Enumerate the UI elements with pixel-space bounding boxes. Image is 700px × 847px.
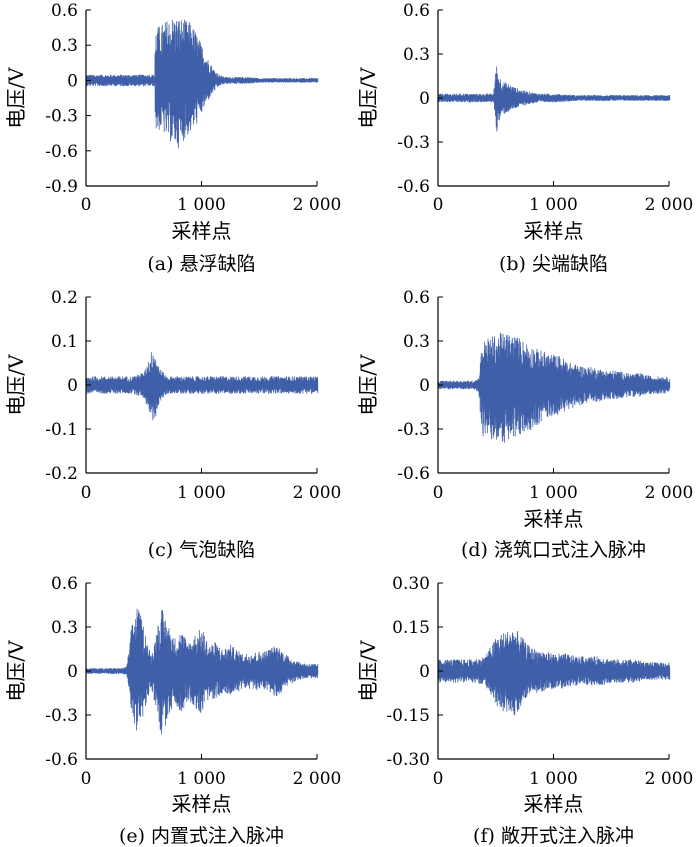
signal-trace-c — [85, 352, 319, 421]
y-tick-label-b-4: -0.6 — [397, 177, 430, 197]
y-tick-label-c-4: -0.2 — [45, 464, 78, 484]
y-tick-label-a-1: 0.3 — [51, 36, 78, 56]
x-tick-label-c-1: 1 000 — [177, 483, 226, 503]
y-tick-label-f-0: 0.30 — [392, 574, 430, 594]
y-tick-label-d-3: -0.3 — [397, 420, 430, 440]
y-tick-label-a-5: -0.9 — [45, 177, 78, 197]
caption-b: (b) 尖端缺陷 — [499, 253, 608, 275]
x-axis-title-b: 采样点 — [524, 219, 584, 243]
x-tick-label-d-2: 2 000 — [645, 483, 694, 503]
y-axis-title-d: 电压/V — [356, 354, 380, 416]
y-tick-label-a-4: -0.6 — [45, 142, 78, 162]
y-tick-label-d-0: 0.6 — [403, 288, 430, 308]
y-tick-label-d-1: 0.3 — [403, 332, 430, 352]
y-tick-label-a-0: 0.6 — [51, 1, 78, 21]
x-tick-label-a-2: 2 000 — [293, 195, 342, 215]
x-tick-label-a-1: 1 000 — [177, 195, 226, 215]
y-tick-label-c-0: 0.2 — [51, 288, 78, 308]
x-tick-label-e-0: 0 — [81, 769, 92, 789]
y-tick-label-d-2: 0 — [419, 376, 430, 396]
signal-trace-b — [437, 66, 671, 132]
caption-c: (c) 气泡缺陷 — [148, 539, 256, 561]
y-tick-label-c-1: 0.1 — [51, 332, 78, 352]
x-tick-label-b-1: 1 000 — [529, 195, 578, 215]
y-tick-label-f-3: -0.15 — [386, 706, 430, 726]
y-tick-label-d-4: -0.6 — [397, 464, 430, 484]
caption-e: (e) 内置式注入脉冲 — [119, 825, 284, 847]
x-tick-label-d-1: 1 000 — [529, 483, 578, 503]
y-tick-label-a-3: -0.3 — [45, 107, 78, 127]
x-axis-title-e: 采样点 — [172, 792, 232, 816]
signal-trace-a — [85, 19, 319, 149]
y-tick-label-b-0: 0.6 — [403, 1, 430, 21]
x-tick-label-d-0: 0 — [433, 483, 444, 503]
y-tick-label-e-1: 0.3 — [51, 618, 78, 638]
y-axis-title-b: 电压/V — [356, 67, 380, 129]
x-axis-title-a: 采样点 — [172, 219, 232, 243]
y-tick-label-c-2: 0 — [67, 376, 78, 396]
x-tick-label-f-2: 2 000 — [645, 769, 694, 789]
signal-trace-e — [85, 608, 319, 735]
y-axis-title-c: 电压/V — [4, 354, 28, 416]
y-tick-label-c-3: -0.1 — [45, 420, 78, 440]
x-tick-label-e-1: 1 000 — [177, 769, 226, 789]
y-tick-label-f-2: 0 — [419, 662, 430, 682]
x-tick-label-f-1: 1 000 — [529, 769, 578, 789]
y-tick-label-e-3: -0.3 — [45, 706, 78, 726]
x-tick-label-e-2: 2 000 — [293, 769, 342, 789]
y-tick-label-e-2: 0 — [67, 662, 78, 682]
x-tick-label-a-0: 0 — [81, 195, 92, 215]
caption-a: (a) 悬浮缺陷 — [147, 253, 255, 275]
y-tick-label-b-3: -0.3 — [397, 133, 430, 153]
y-tick-label-e-4: -0.6 — [45, 750, 78, 770]
caption-f: (f) 敞开式注入脉冲 — [473, 825, 634, 847]
caption-d: (d) 浇筑口式注入脉冲 — [461, 539, 646, 561]
y-tick-label-b-2: 0 — [419, 89, 430, 109]
y-axis-title-f: 电压/V — [356, 640, 380, 702]
y-tick-label-f-4: -0.30 — [386, 750, 430, 770]
x-tick-label-c-0: 0 — [81, 483, 92, 503]
y-axis-title-a: 电压/V — [4, 67, 28, 129]
x-axis-title-f: 采样点 — [524, 792, 584, 816]
x-tick-label-b-0: 0 — [433, 195, 444, 215]
signal-trace-d — [437, 332, 671, 443]
x-tick-label-f-0: 0 — [433, 769, 444, 789]
y-tick-label-b-1: 0.3 — [403, 45, 430, 65]
x-axis-title-d: 采样点 — [524, 507, 584, 531]
signal-trace-f — [437, 631, 671, 716]
y-tick-label-e-0: 0.6 — [51, 574, 78, 594]
x-tick-label-b-2: 2 000 — [645, 195, 694, 215]
y-tick-label-a-2: 0 — [67, 71, 78, 91]
y-tick-label-f-1: 0.15 — [392, 618, 430, 638]
x-tick-label-c-2: 2 000 — [293, 483, 342, 503]
y-axis-title-e: 电压/V — [4, 640, 28, 702]
